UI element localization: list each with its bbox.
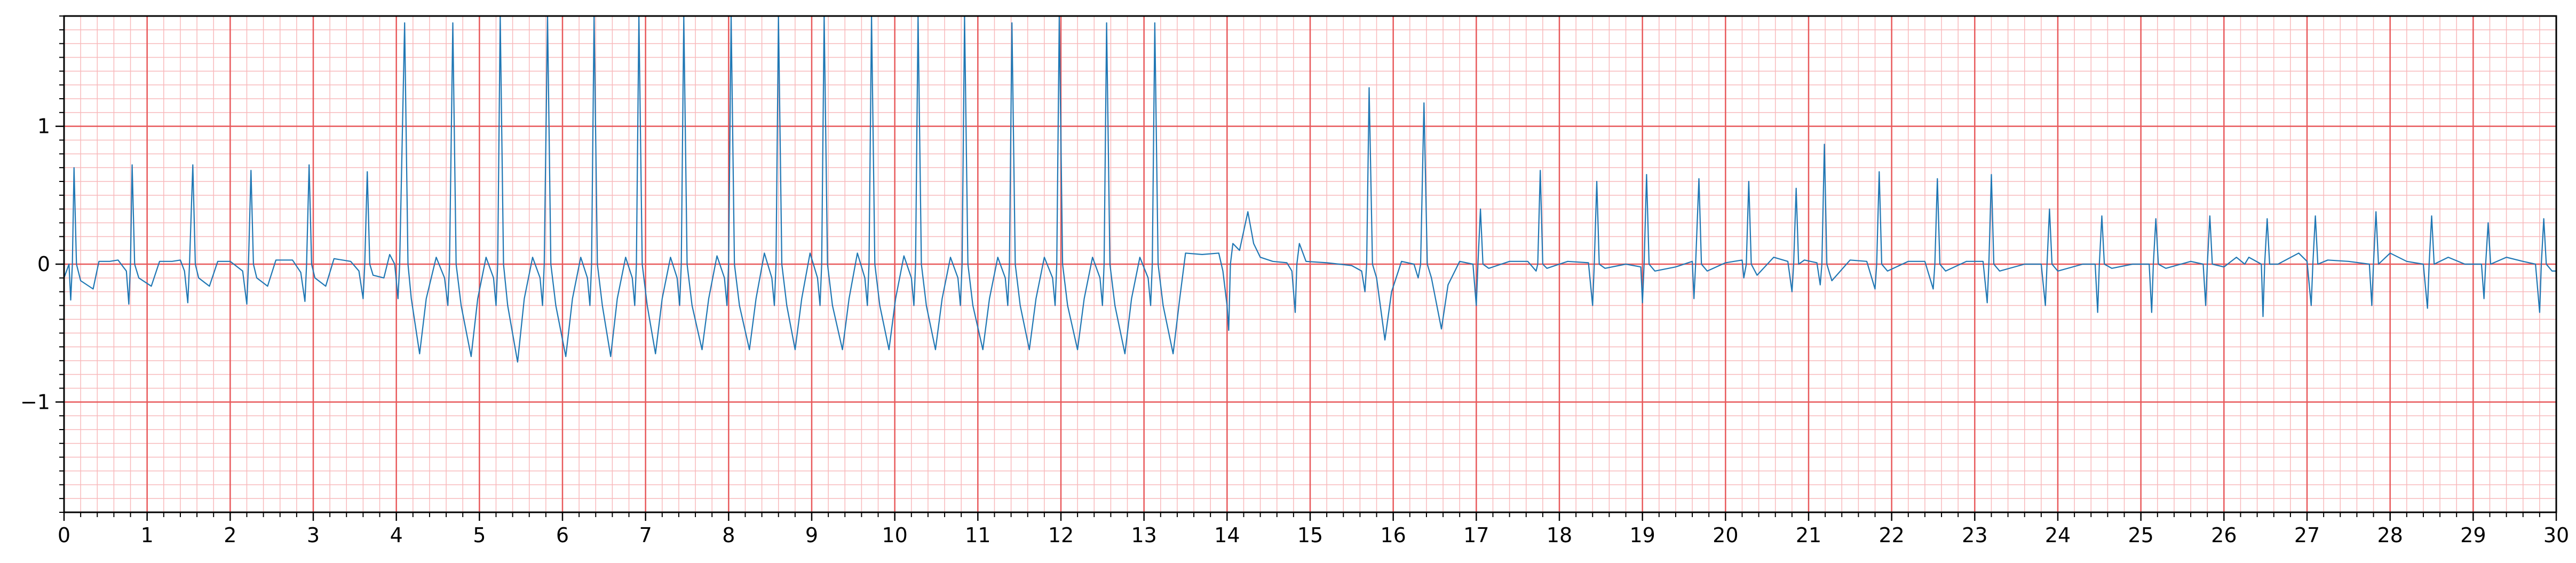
x-tick-label: 21	[1796, 524, 1821, 547]
x-tick-label: 16	[1380, 524, 1406, 547]
ecg-series-line	[64, 16, 2556, 363]
x-tick-label: 26	[2211, 524, 2237, 547]
x-tick-label: 29	[2460, 524, 2486, 547]
x-tick-label: 0	[58, 524, 70, 547]
x-tick-label: 23	[1962, 524, 1987, 547]
x-tick-label: 12	[1048, 524, 1074, 547]
x-tick-label: 24	[2045, 524, 2071, 547]
x-tick-label: 27	[2294, 524, 2320, 547]
x-tick-label: 14	[1214, 524, 1240, 547]
x-tick-label: 5	[473, 524, 486, 547]
y-axis: −1 0 1	[20, 15, 64, 513]
x-tick-label: 30	[2543, 524, 2569, 547]
x-tick-label: 2	[224, 524, 236, 547]
x-tick-label: 18	[1547, 524, 1572, 547]
x-tick-label: 25	[2128, 524, 2153, 547]
y-tick-label: 0	[37, 252, 50, 276]
x-tick-label: 3	[307, 524, 320, 547]
x-tick-label: 4	[390, 524, 403, 547]
x-tick-label: 15	[1297, 524, 1323, 547]
x-tick-label: 22	[1879, 524, 1904, 547]
x-tick-label: 6	[556, 524, 569, 547]
x-tick-label: 10	[882, 524, 907, 547]
x-tick-label: 9	[805, 524, 818, 547]
x-tick-label: 17	[1463, 524, 1489, 547]
series-group	[64, 16, 2556, 363]
y-tick-label: 1	[37, 115, 50, 138]
x-tick-label: 19	[1629, 524, 1655, 547]
x-tick-label: 20	[1713, 524, 1738, 547]
x-tick-label: 7	[639, 524, 652, 547]
y-tick-label: −1	[20, 390, 50, 414]
x-tick-label: 11	[965, 524, 990, 547]
x-tick-label: 1	[141, 524, 154, 547]
x-tick-label: 13	[1131, 524, 1156, 547]
x-tick-label: 8	[722, 524, 735, 547]
x-tick-label: 28	[2377, 524, 2403, 547]
x-axis: 0 1 2 3 4 5 6 7 8 9 10 11 12 13 14 15 16 17 18 19 20 21 22 23 24…	[58, 512, 2569, 547]
